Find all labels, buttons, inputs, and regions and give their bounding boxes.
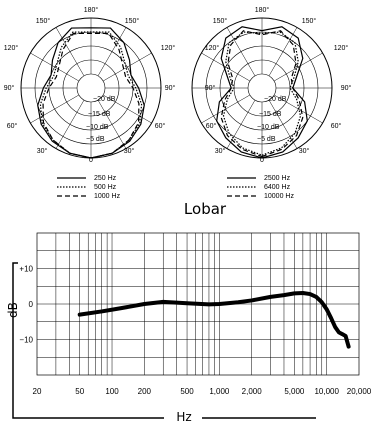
legend-label-6400hz: 6400 Hz — [264, 184, 291, 191]
ring-label-minus-20: −20 dB — [264, 96, 287, 103]
angle-label-60-left: 60° — [206, 122, 217, 130]
x-tick-label: 500 — [180, 387, 194, 396]
angle-label-150-left: 150° — [213, 17, 228, 25]
legend-label-500hz: 500 Hz — [94, 184, 117, 191]
frequency-response-plot: 20 50 100 200 500 1,000 2,000 5,000 10,000 20,000… — [6, 232, 372, 421]
polar-curve-1000hz — [42, 32, 140, 159]
legend-label-1000hz: 1000 Hz — [94, 193, 121, 200]
polar-spoke — [201, 94, 251, 124]
angle-label-60-right: 60° — [155, 122, 166, 130]
ring-label-minus-15: −15 dB — [88, 111, 111, 118]
angle-label-120-left: 120° — [4, 44, 19, 52]
y-tick-label: +10 — [19, 265, 33, 274]
polar-spoke — [30, 52, 80, 82]
angle-label-120-right: 120° — [161, 44, 176, 52]
polar-spoke — [226, 99, 256, 149]
angle-label-150-left: 150° — [36, 17, 51, 25]
polar-spoke — [268, 99, 298, 149]
polar-spoke — [102, 52, 152, 82]
y-tick-label: −10 — [19, 336, 33, 345]
polar-curve-500hz — [39, 31, 143, 159]
legend-label-250hz: 250 Hz — [94, 175, 117, 182]
polar-curves-1 — [37, 27, 145, 159]
x-tick-label: 20,000 — [347, 387, 372, 396]
x-tick-label: 1,000 — [209, 387, 230, 396]
x-tick-label: 2,000 — [242, 387, 263, 396]
freq-x-ticks: 20 50 100 200 500 1,000 2,000 5,000 10,000 20,000 — [33, 387, 372, 396]
angle-label-30-right: 30° — [299, 147, 310, 155]
polar-labels-2: 180° 150° 150° 120° 120° 90° 90° 60° 60°… — [205, 6, 352, 164]
polar-plot-1: 180° 150° 150° 120° 120° 90° 90° 60° 60°… — [4, 6, 176, 200]
angle-label-150-right: 150° — [125, 17, 140, 25]
polar-plot-2: 180° 150° 150° 120° 120° 90° 90° 60° 60°… — [191, 6, 352, 200]
polar-curve-2500hz — [216, 26, 308, 159]
angle-label-30-right: 30° — [124, 147, 135, 155]
polar-curve-6400hz — [222, 31, 302, 156]
x-tick-label: 50 — [75, 387, 84, 396]
angle-label-60-left: 60° — [7, 122, 18, 130]
angle-label-90-left: 90° — [4, 84, 15, 92]
polar-spoke — [201, 52, 251, 82]
x-tick-label: 100 — [105, 387, 119, 396]
polar-curve-250hz — [37, 27, 145, 159]
y-axis-label: dB — [6, 302, 20, 318]
polar-spoke — [30, 94, 80, 124]
x-tick-label: 10,000 — [314, 387, 339, 396]
angle-label-0: 0 — [260, 157, 264, 164]
angle-label-180: 180° — [255, 6, 270, 14]
ring-label-minus-5: −5 dB — [257, 136, 276, 143]
chart-title: Lobar — [184, 200, 227, 218]
x-tick-label: 200 — [138, 387, 152, 396]
polar-spoke — [97, 99, 127, 149]
angle-label-0: 0 — [89, 157, 93, 164]
angle-label-60-right: 60° — [331, 122, 342, 130]
legend-label-2500hz: 2500 Hz — [264, 175, 291, 182]
freq-y-ticks: +10 0 −10 — [19, 265, 33, 345]
y-axis-bracket — [12, 262, 164, 419]
ring-label-minus-10: −10 dB — [86, 124, 109, 131]
x-tick-label: 20 — [33, 387, 42, 396]
polar-spoke — [273, 52, 323, 82]
ring-label-minus-5: −5 dB — [86, 136, 105, 143]
polar-spoke — [226, 27, 256, 77]
legend-1: 250 Hz 500 Hz 1000 Hz — [57, 175, 121, 200]
polar-curves-2 — [216, 26, 308, 159]
y-tick-label: 0 — [29, 300, 34, 309]
angle-label-90-left: 90° — [205, 84, 216, 92]
polar-spoke — [55, 99, 85, 149]
angle-label-90-right: 90° — [165, 84, 176, 92]
angle-label-180: 180° — [84, 6, 99, 14]
ring-label-minus-15: −15 dB — [259, 111, 282, 118]
polar-labels-1: 180° 150° 150° 120° 120° 90° 90° 60° 60°… — [4, 6, 176, 164]
angle-label-150-right: 150° — [302, 17, 317, 25]
angle-label-30-left: 30° — [37, 147, 48, 155]
x-tick-label: 5,000 — [284, 387, 305, 396]
angle-label-120-left: 120° — [205, 44, 220, 52]
ring-label-minus-10: −10 dB — [257, 124, 280, 131]
polar-spoke — [97, 27, 127, 77]
x-axis-label: Hz — [176, 410, 191, 421]
polar-spoke — [102, 94, 152, 124]
polar-spoke — [55, 27, 85, 77]
polar-curve-10000hz — [220, 30, 304, 158]
polar-spoke — [268, 27, 298, 77]
ring-label-minus-20: −20 dB — [93, 96, 116, 103]
legend-label-10000hz: 10000 Hz — [264, 193, 294, 200]
legend-2: 2500 Hz 6400 Hz 10000 Hz — [227, 175, 294, 200]
angle-label-120-right: 120° — [334, 44, 349, 52]
freq-curve — [77, 291, 351, 349]
angle-label-30-left: 30° — [215, 147, 226, 155]
frequency-response-line — [77, 291, 351, 349]
angle-label-90-right: 90° — [341, 84, 352, 92]
